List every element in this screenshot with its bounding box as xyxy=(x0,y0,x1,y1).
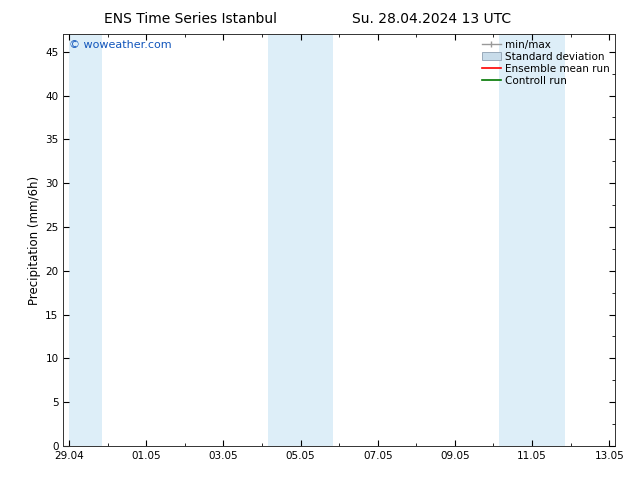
Bar xyxy=(69,34,102,446)
Y-axis label: Precipitation (mm/6h): Precipitation (mm/6h) xyxy=(28,175,41,305)
Text: Su. 28.04.2024 13 UTC: Su. 28.04.2024 13 UTC xyxy=(352,12,510,26)
Text: ENS Time Series Istanbul: ENS Time Series Istanbul xyxy=(104,12,276,26)
Bar xyxy=(268,34,333,446)
Bar xyxy=(499,34,565,446)
Text: © woweather.com: © woweather.com xyxy=(69,41,172,50)
Legend: min/max, Standard deviation, Ensemble mean run, Controll run: min/max, Standard deviation, Ensemble me… xyxy=(482,40,610,86)
